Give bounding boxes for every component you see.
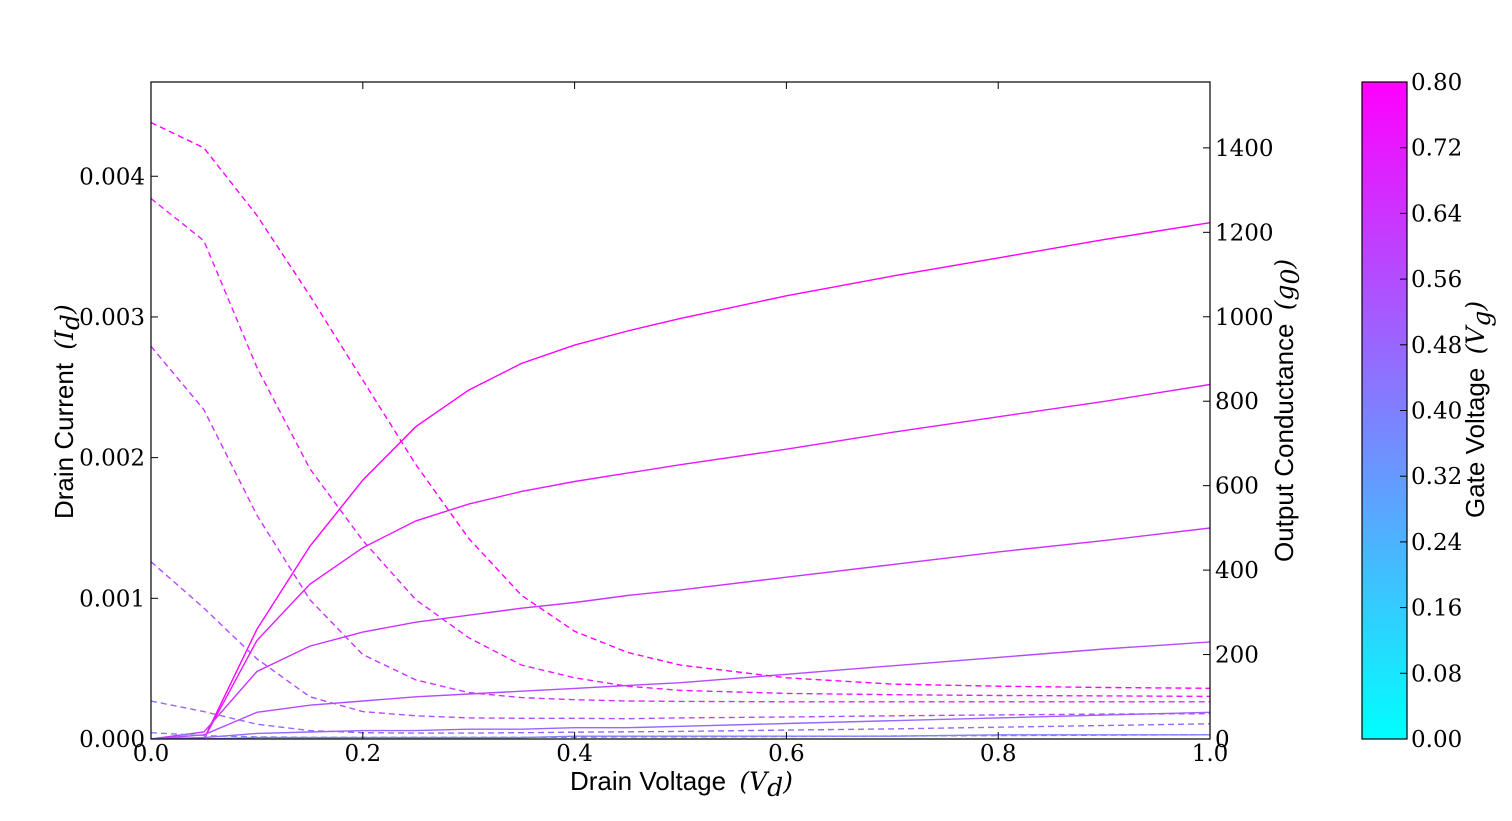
x-tick-label: 0.4 bbox=[556, 741, 593, 767]
y-left-tick-label: 0.002 bbox=[79, 446, 145, 472]
series-line-id-1 bbox=[151, 383, 1210, 739]
x-tick-label: 0.6 bbox=[768, 741, 805, 767]
y-right-tick-label: 400 bbox=[1215, 558, 1259, 584]
y-right-tick-label: 1000 bbox=[1215, 305, 1274, 331]
series-line-id-2 bbox=[151, 527, 1210, 739]
y-left-axis-title: Drain Current (Id) bbox=[49, 304, 85, 519]
x-tick-label: 0.2 bbox=[345, 741, 382, 767]
y-right-axis-title: Output Conductance (g0) bbox=[1269, 259, 1305, 562]
series-line-id-0 bbox=[151, 222, 1210, 739]
y-left-tick-label: 0.001 bbox=[79, 586, 145, 612]
x-axis-title: Drain Voltage (Vd) bbox=[570, 766, 793, 802]
series-line-id-3 bbox=[151, 641, 1210, 739]
series-line-g0-7 bbox=[151, 197, 1210, 698]
colorbar-tick-label: 0.56 bbox=[1411, 267, 1462, 293]
colorbar-tick-label: 0.16 bbox=[1411, 596, 1462, 622]
colorbar-title: Gate Voltage (Vg) bbox=[1460, 301, 1496, 518]
colorbar-tick-label: 0.40 bbox=[1411, 399, 1462, 425]
colorbar-tick-label: 0.48 bbox=[1411, 333, 1462, 359]
colorbar-tick-label: 0.32 bbox=[1411, 464, 1462, 490]
series-line-g0-8 bbox=[151, 345, 1210, 703]
y-left-tick-label: 0.003 bbox=[79, 305, 145, 331]
x-tick-label: 0.8 bbox=[980, 741, 1017, 767]
colorbar-tick-label: 0.24 bbox=[1411, 530, 1462, 556]
y-right-tick-label: 1400 bbox=[1215, 136, 1274, 162]
y-right-tick-label: 600 bbox=[1215, 474, 1259, 500]
colorbar-tick-label: 0.64 bbox=[1411, 201, 1462, 227]
y-left-tick-label: 0.000 bbox=[79, 727, 145, 753]
series-line-g0-6 bbox=[151, 121, 1210, 689]
colorbar-tick-label: 0.80 bbox=[1411, 70, 1462, 96]
y-right-tick-label: 800 bbox=[1215, 389, 1259, 415]
y-right-axis-ticks: 0 200 400 600 800 1000 1200 1400 bbox=[1203, 136, 1274, 753]
series-line-g0-11 bbox=[151, 732, 1210, 738]
x-tick-label: 1.0 bbox=[1192, 741, 1229, 767]
y-left-axis-ticks: 0.000 0.001 0.002 0.003 0.004 bbox=[79, 164, 158, 753]
colorbar-tick-label: 0.08 bbox=[1411, 661, 1462, 687]
y-right-tick-label: 200 bbox=[1215, 643, 1259, 669]
x-axis-ticks: 0.0 0.2 0.4 0.6 0.8 1.0 bbox=[133, 82, 1229, 767]
series-line-id-4 bbox=[151, 711, 1210, 739]
x-tick-label: 0.0 bbox=[133, 741, 170, 767]
plot-frame bbox=[150, 81, 1211, 740]
series-layer bbox=[151, 121, 1210, 739]
colorbar-tick-label: 0.00 bbox=[1411, 727, 1462, 753]
y-right-tick-label: 1200 bbox=[1215, 220, 1274, 246]
y-right-tick-label: 0 bbox=[1215, 727, 1230, 753]
colorbar-ticks: 0.00 0.08 0.16 0.24 0.32 0.40 0.48 0.56 0.64 0.72… bbox=[1400, 70, 1462, 753]
y-left-tick-label: 0.004 bbox=[79, 164, 145, 190]
colorbar-tick-label: 0.72 bbox=[1411, 136, 1462, 162]
series-line-g0-10 bbox=[151, 700, 1210, 734]
